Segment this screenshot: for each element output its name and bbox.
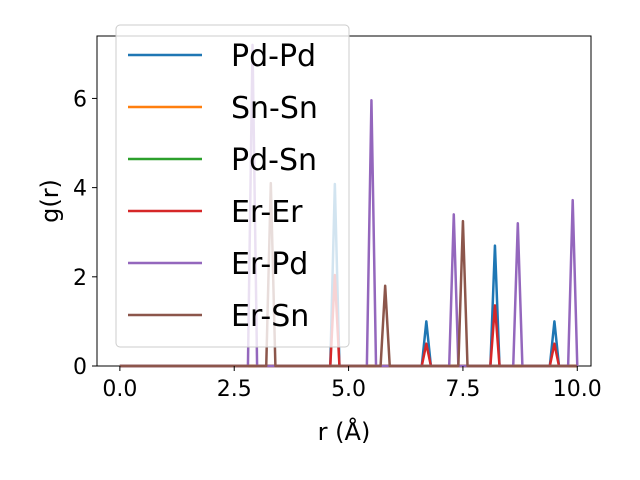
y-tick-label: 4 [73, 177, 87, 202]
legend-label: Er-Sn [231, 299, 309, 334]
legend-label: Sn-Sn [231, 91, 318, 126]
legend-box [115, 24, 350, 348]
x-tick-label: 0.0 [102, 377, 137, 402]
y-tick-label: 2 [73, 266, 87, 291]
y-axis-title: g(r) [36, 179, 64, 223]
x-tick-label: 5.0 [331, 377, 366, 402]
legend: Pd-Pd Sn-Sn Pd-Sn Er-Er Er-Pd Er-Sn [115, 24, 350, 348]
legend-label: Pd-Pd [231, 39, 316, 74]
y-axis: 0 2 4 6 [73, 87, 97, 380]
x-tick-label: 2.5 [217, 377, 252, 402]
x-tick-label: 7.5 [445, 377, 480, 402]
legend-label: Er-Pd [231, 247, 308, 282]
y-tick-label: 6 [73, 87, 87, 112]
x-tick-label: 10.0 [553, 377, 602, 402]
legend-label: Pd-Sn [231, 143, 317, 178]
x-axis: 0.0 2.5 5.0 7.5 10.0 [102, 366, 602, 402]
x-axis-title: r (Å) [318, 417, 371, 446]
y-tick-label: 0 [73, 355, 87, 380]
legend-label: Er-Er [231, 195, 303, 230]
